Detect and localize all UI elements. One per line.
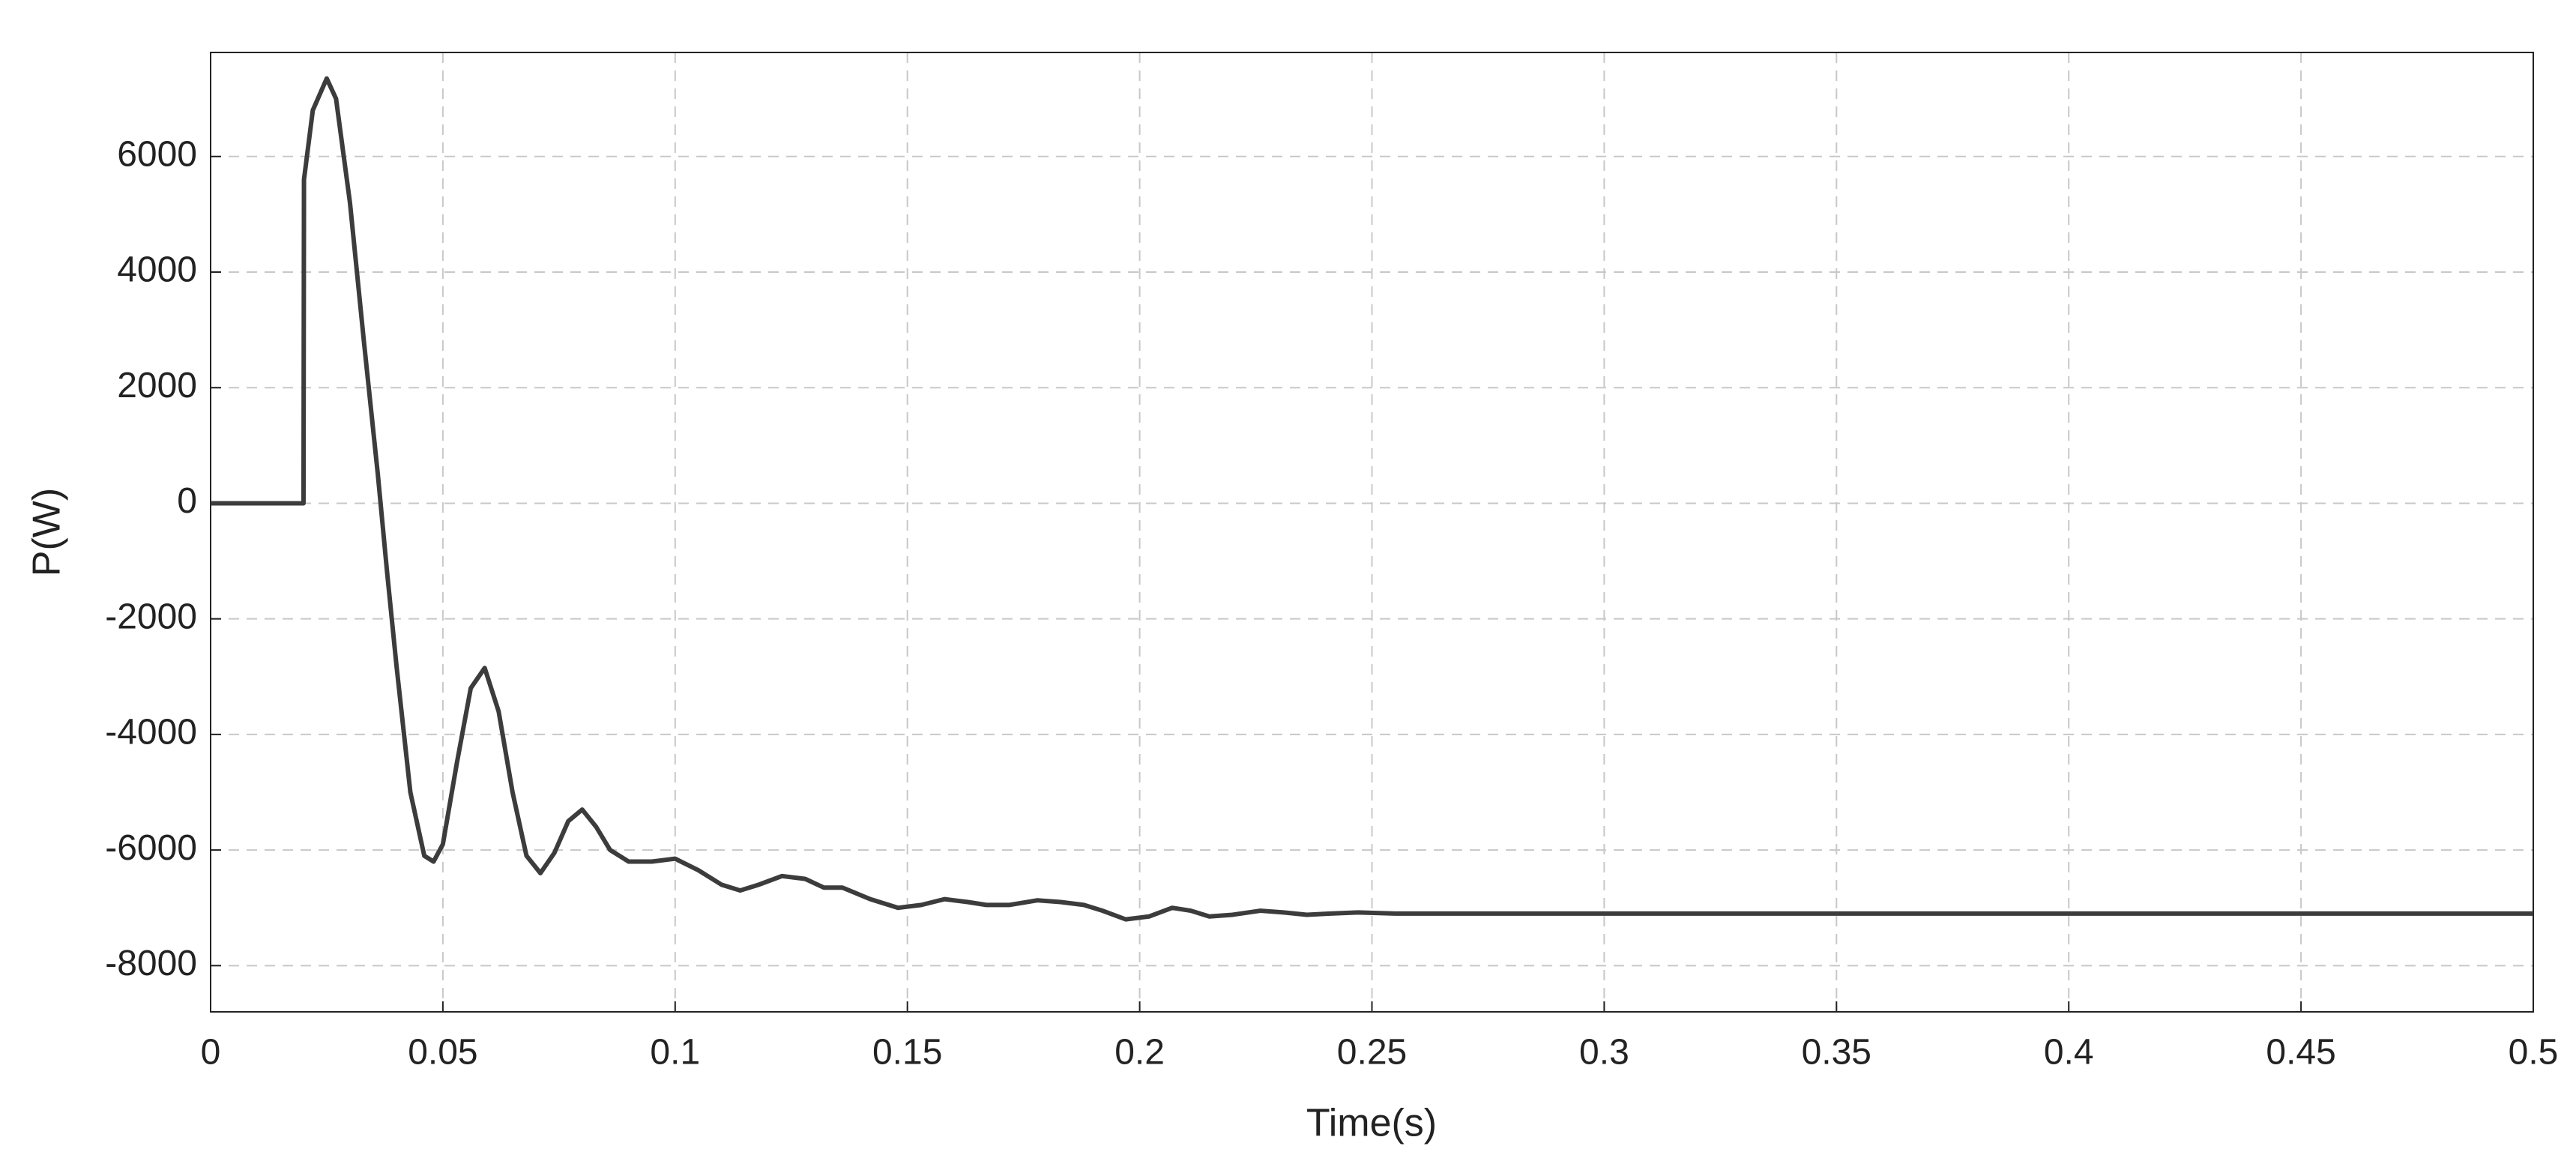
x-tick-label: 0.05: [408, 1033, 477, 1073]
x-tick-label: 0.3: [1579, 1033, 1629, 1073]
x-tick-label: 0.1: [650, 1033, 700, 1073]
y-tick-label: 4000: [117, 250, 197, 290]
y-tick-label: 6000: [117, 134, 197, 174]
x-tick-label: 0.25: [1337, 1033, 1407, 1073]
y-tick-label: -6000: [105, 828, 197, 868]
data-line: [211, 76, 2533, 922]
x-tick-label: 0: [201, 1033, 221, 1073]
x-tick-label: 0.2: [1114, 1033, 1165, 1073]
x-axis-label: Time(s): [1306, 1102, 1437, 1145]
y-tick-label: -2000: [105, 597, 197, 636]
y-tick-label: 0: [177, 481, 197, 521]
plot-frame: [210, 52, 2534, 1013]
y-tick-label: -4000: [105, 713, 197, 753]
x-tick-label: 0.4: [2044, 1033, 2094, 1073]
y-tick-label: -8000: [105, 944, 197, 983]
y-tick-label: 2000: [117, 366, 197, 405]
x-tick-label: 0.5: [2509, 1033, 2559, 1073]
x-tick-label: 0.45: [2266, 1033, 2335, 1073]
y-axis-label: P(W): [25, 488, 69, 576]
x-tick-label: 0.35: [1802, 1033, 1871, 1073]
x-tick-label: 0.15: [872, 1033, 942, 1073]
